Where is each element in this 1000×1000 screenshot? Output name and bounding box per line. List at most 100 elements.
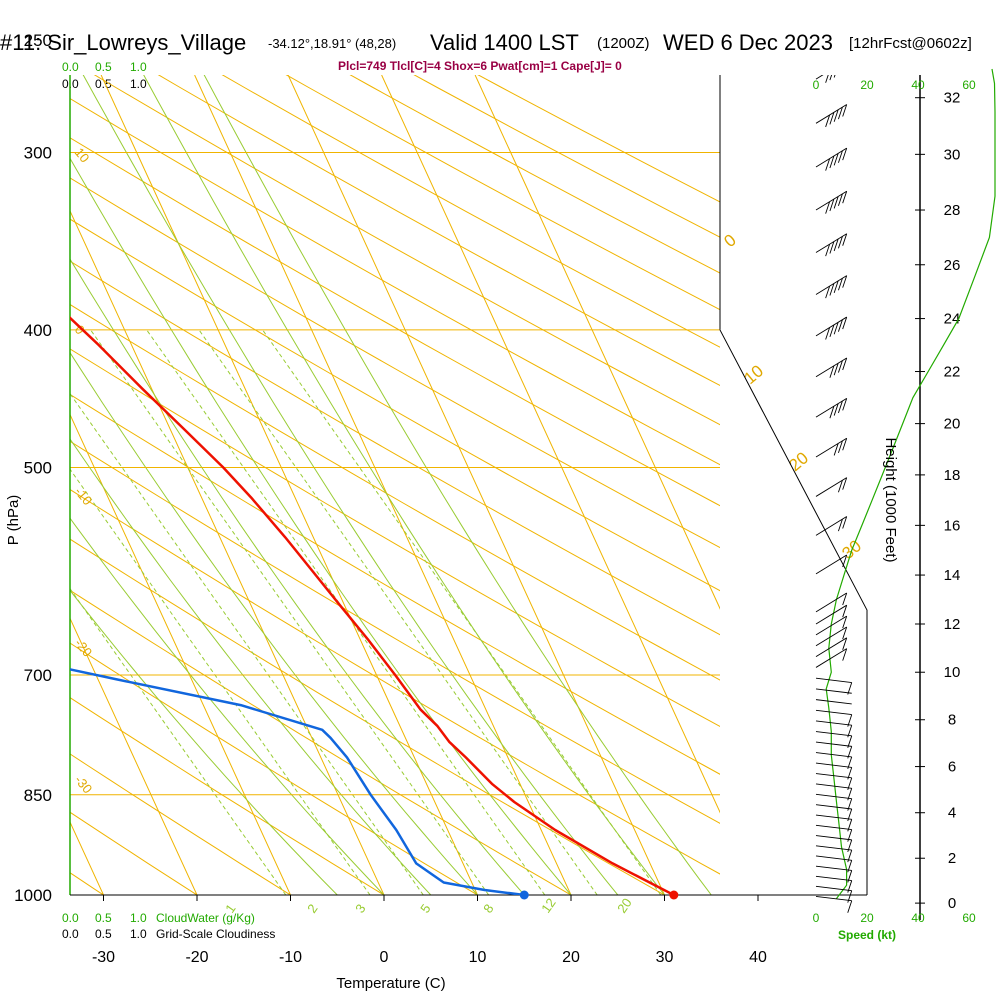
wind-barb-flag bbox=[847, 808, 853, 822]
pressure-tick-label: 400 bbox=[24, 321, 52, 340]
wind-barb-shaft bbox=[815, 233, 847, 253]
wind-barb-flag bbox=[833, 153, 839, 166]
x-tick-label: 20 bbox=[562, 949, 580, 966]
speed-tick-bottom-40: 40 bbox=[911, 911, 925, 925]
station-name: #11: Sir_Lowreys_Village bbox=[0, 30, 246, 55]
plot-frame bbox=[69, 75, 868, 896]
wind-barb-flag bbox=[838, 360, 843, 373]
height-tick-label: 32 bbox=[944, 90, 961, 107]
wind-barb-flag bbox=[833, 403, 839, 416]
wind-barb-shaft bbox=[815, 677, 852, 683]
dry-adiabat bbox=[70, 348, 720, 728]
wind-barb-flag bbox=[842, 516, 848, 529]
utc-time: (1200Z) bbox=[597, 35, 650, 52]
height-tick-label: 0 bbox=[948, 895, 956, 912]
wind-barb-flag bbox=[838, 400, 843, 414]
wind-barb-shaft bbox=[815, 855, 852, 861]
wind-speed-line bbox=[825, 68, 996, 900]
dry-adiabat bbox=[70, 303, 720, 681]
wind-barb-flag bbox=[847, 860, 853, 873]
moist-adiabat bbox=[70, 438, 432, 895]
wind-barb-flag bbox=[833, 363, 839, 376]
wind-barb-flag bbox=[833, 196, 839, 209]
pressure-tick-label: 1000 bbox=[14, 886, 52, 905]
wind-barb-shaft bbox=[815, 699, 852, 705]
wind-barb-shaft bbox=[815, 104, 847, 124]
wind-barb-shaft bbox=[815, 709, 852, 716]
surface-temperature-marker bbox=[669, 890, 679, 900]
dry-adiabat-label: 0 bbox=[720, 230, 739, 251]
speed-tick-bottom-0: 0 bbox=[813, 911, 820, 925]
x-tick-label: -30 bbox=[92, 949, 115, 966]
wind-barb-shaft bbox=[815, 604, 847, 625]
height-tick-label: 14 bbox=[944, 567, 961, 584]
wind-barb-flag bbox=[829, 198, 835, 212]
wind-barb-flag bbox=[825, 201, 831, 214]
mixing-ratio-line bbox=[90, 329, 490, 895]
surface-dewpoint-marker bbox=[519, 890, 529, 900]
wind-barb-shaft bbox=[815, 865, 852, 871]
wind-barb-flag bbox=[829, 241, 835, 254]
wind-barb-flag bbox=[847, 767, 853, 780]
wind-barb-shaft bbox=[815, 835, 852, 841]
wind-barb-flag bbox=[847, 849, 853, 863]
isotherm bbox=[70, 209, 385, 895]
dry-adiabat bbox=[285, 75, 720, 311]
wind-barb-shaft bbox=[815, 316, 847, 337]
wind-barb-flag bbox=[825, 158, 831, 171]
wind-barb-flag bbox=[833, 443, 839, 456]
wind-barb-shaft bbox=[815, 783, 852, 789]
height-tick-label: 18 bbox=[944, 467, 961, 484]
isotherm-label: -20 bbox=[72, 636, 96, 660]
station-coords: -34.12°,18.91° (48,28) bbox=[268, 36, 396, 51]
wind-barb-flag bbox=[842, 191, 848, 204]
wind-barb-flag bbox=[825, 114, 831, 128]
wind-barb-shaft bbox=[815, 592, 847, 613]
wind-barb-flag bbox=[829, 406, 835, 419]
wind-barb-flag bbox=[829, 75, 833, 81]
cloud-scale-top-black-1: 0.5 bbox=[95, 77, 112, 91]
pressure-tick-label: 700 bbox=[24, 666, 52, 685]
moist-adiabat bbox=[70, 157, 572, 895]
pressure-tick-label: 300 bbox=[24, 144, 52, 163]
isotherm bbox=[70, 617, 198, 895]
wind-barb-shaft bbox=[815, 397, 847, 418]
wind-barb-flag bbox=[842, 554, 848, 568]
cloud-scale-bottom-black-0: 0.0 bbox=[62, 927, 79, 941]
wind-barb-shaft bbox=[815, 626, 847, 647]
wind-barb-flag bbox=[847, 839, 853, 853]
dry-adiabat bbox=[70, 97, 720, 466]
wind-barb-shaft bbox=[815, 793, 852, 800]
wind-barb-flag bbox=[842, 626, 848, 640]
wind-barb-flag bbox=[842, 605, 848, 618]
mixing-ratio-line bbox=[70, 587, 287, 895]
wind-barb-flag bbox=[829, 365, 835, 378]
height-tick-label: 20 bbox=[944, 416, 961, 433]
dry-adiabat bbox=[70, 811, 199, 895]
wind-barb-shaft bbox=[815, 824, 852, 831]
wind-barb-flag bbox=[842, 357, 848, 371]
wind-barb-flag bbox=[847, 890, 853, 903]
wind-barb-flag bbox=[829, 112, 835, 125]
moist-adiabat bbox=[203, 75, 712, 895]
wind-barb-flag bbox=[829, 283, 835, 296]
wind-barb-flag bbox=[847, 788, 853, 801]
wind-barb-flag bbox=[842, 592, 848, 606]
wind-barb-flag bbox=[842, 438, 848, 451]
isotherm bbox=[287, 75, 665, 895]
mixing-ratio-label: 5 bbox=[417, 901, 433, 916]
wind-barb-shaft bbox=[815, 814, 852, 820]
y-axis-title: P (hPa) bbox=[5, 495, 22, 546]
dry-adiabat bbox=[70, 488, 720, 875]
cloud-scale-top-green-2: 1.0 bbox=[130, 60, 147, 74]
wind-barb-shaft bbox=[815, 147, 847, 168]
wind-barb-flag bbox=[847, 870, 853, 883]
isotherm bbox=[0, 75, 10, 895]
dry-adiabat bbox=[70, 137, 720, 507]
isotherm bbox=[100, 75, 478, 895]
x-axis-title: Temperature (C) bbox=[336, 975, 445, 992]
cloudiness-label: Grid-Scale Cloudiness bbox=[156, 927, 275, 941]
wind-barb-flag bbox=[847, 756, 853, 770]
x-tick-label: 30 bbox=[656, 949, 674, 966]
